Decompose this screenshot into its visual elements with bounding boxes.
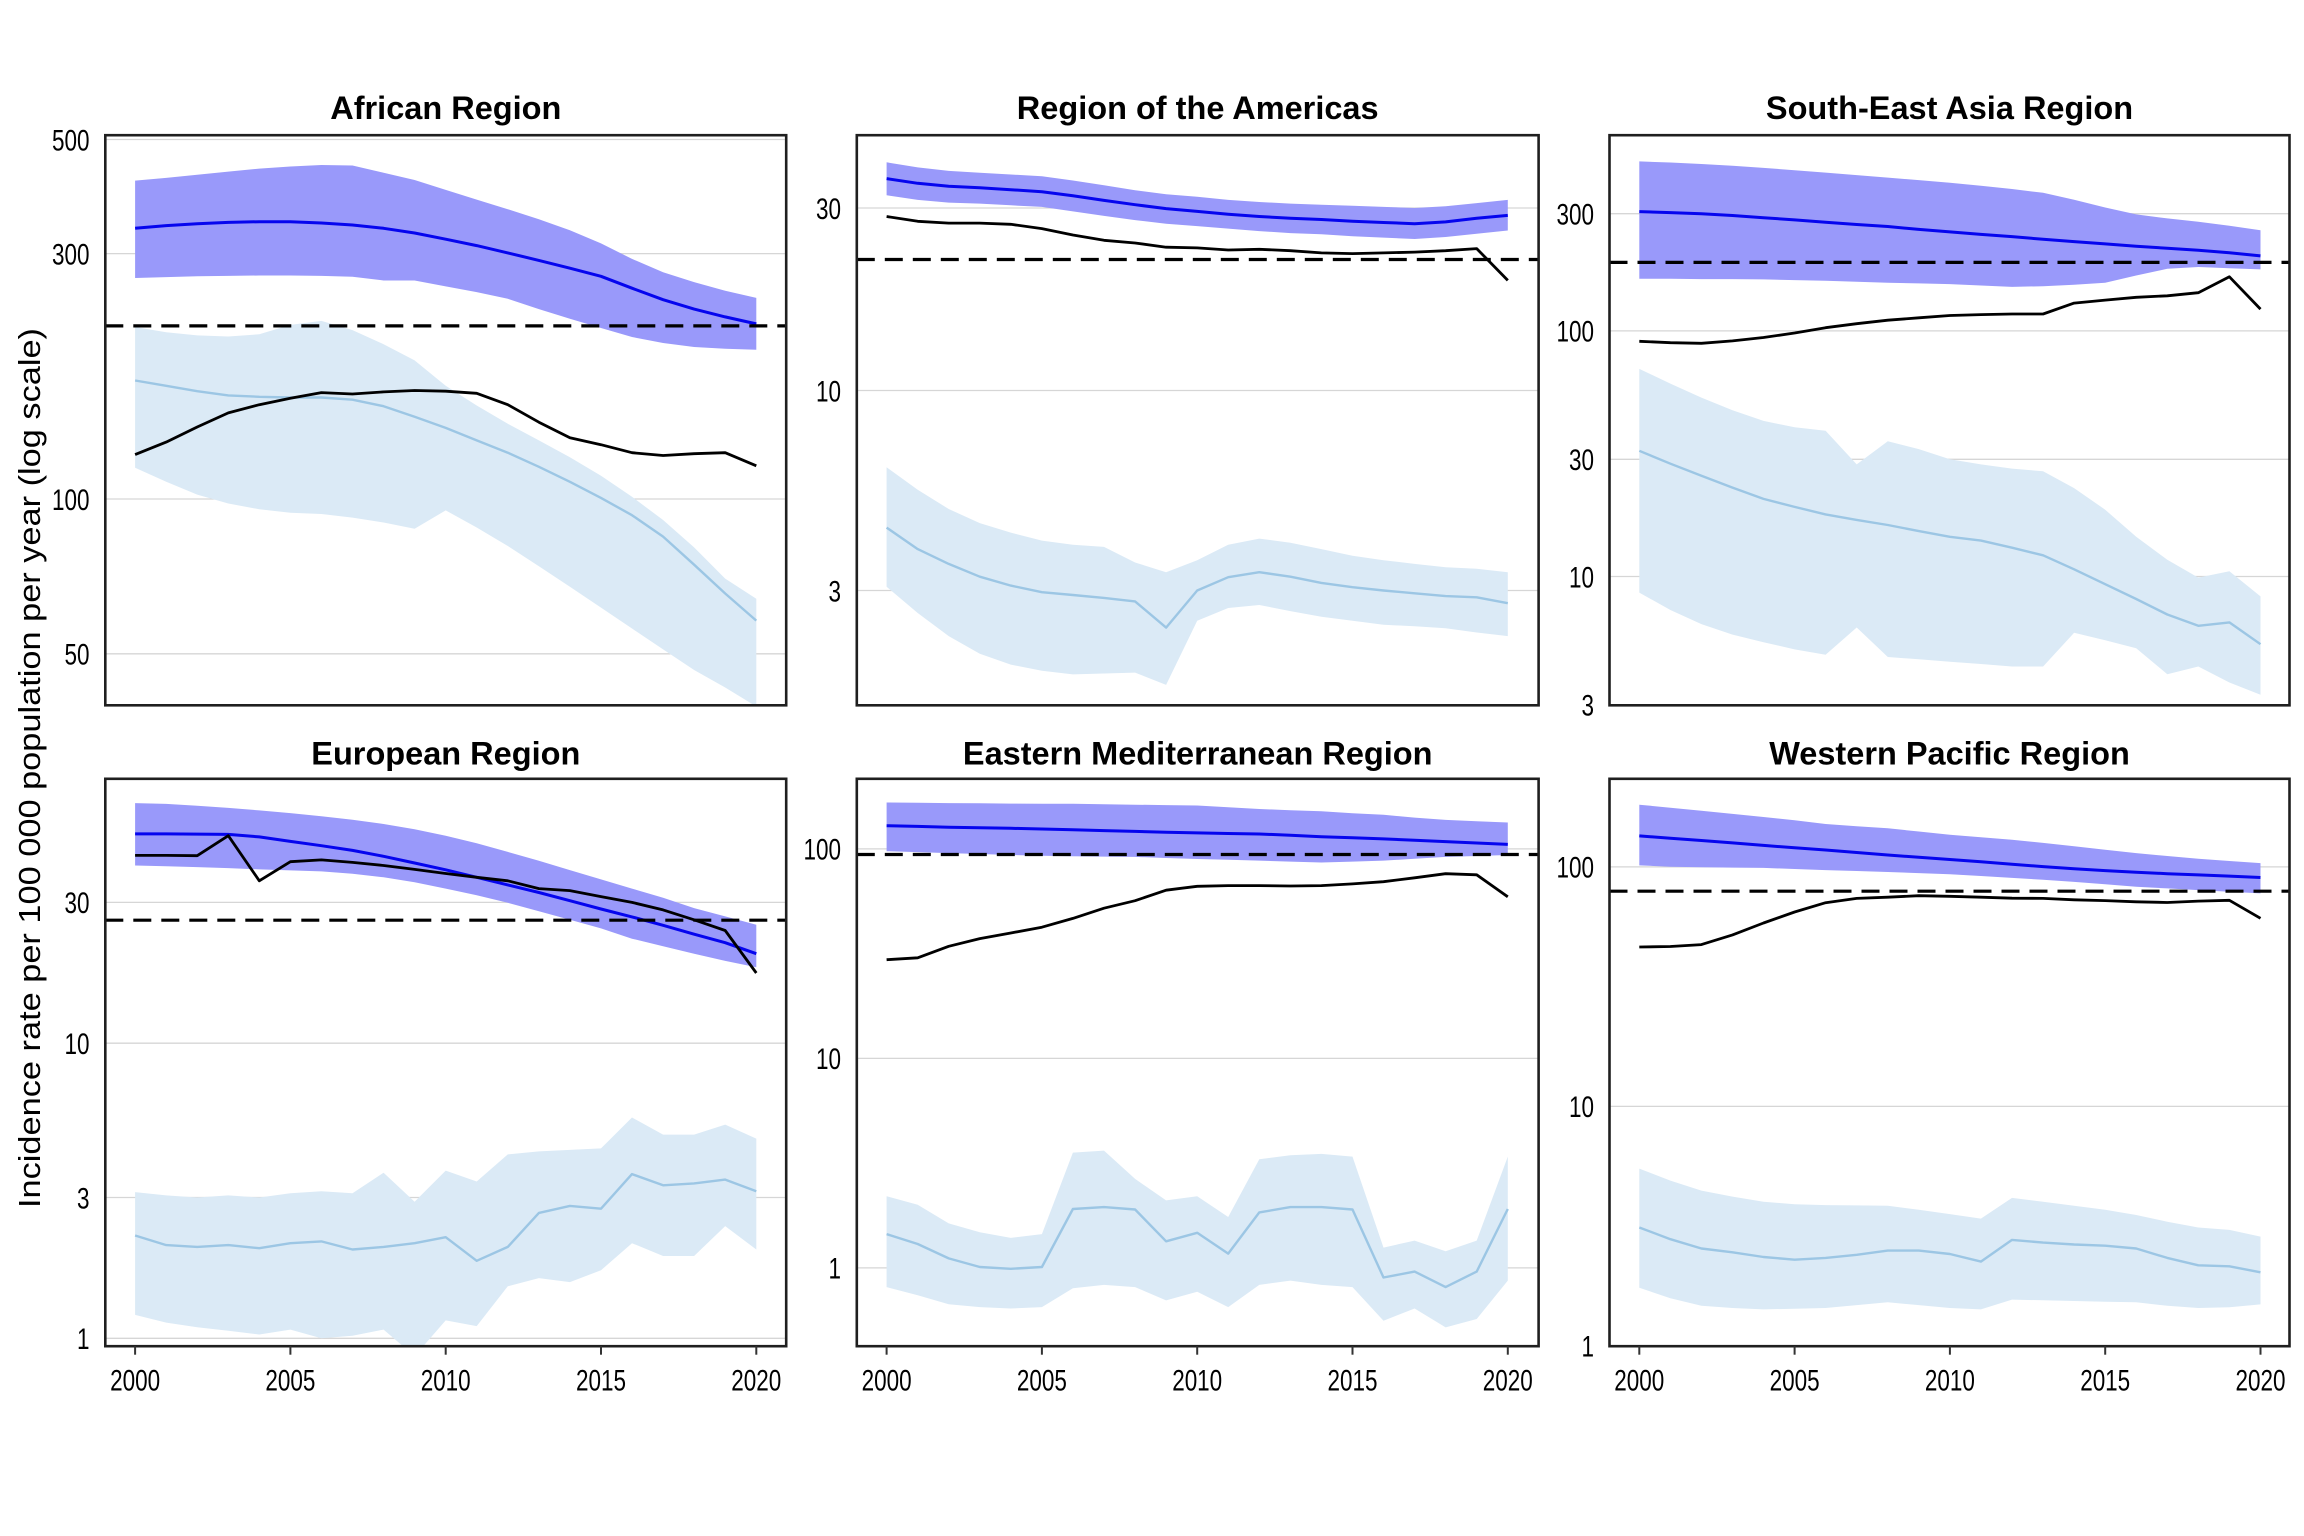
svg-text:3: 3 (77, 1182, 90, 1215)
svg-text:100: 100 (804, 834, 842, 867)
svg-text:50: 50 (65, 639, 90, 672)
svg-text:30: 30 (1569, 444, 1594, 477)
svg-text:10: 10 (1569, 1091, 1594, 1124)
svg-text:2005: 2005 (1770, 1365, 1820, 1398)
svg-text:10: 10 (816, 375, 841, 408)
svg-text:2020: 2020 (2236, 1365, 2286, 1398)
svg-text:African Region: African Region (330, 90, 561, 126)
svg-text:100: 100 (1557, 852, 1595, 885)
svg-text:100: 100 (1557, 316, 1595, 349)
svg-text:30: 30 (816, 193, 841, 226)
svg-text:2020: 2020 (1483, 1365, 1533, 1398)
svg-text:3: 3 (1582, 690, 1595, 723)
svg-text:300: 300 (52, 238, 90, 271)
svg-text:South-East Asia Region: South-East Asia Region (1766, 90, 2133, 126)
svg-text:3: 3 (829, 575, 842, 608)
svg-text:10: 10 (65, 1028, 90, 1061)
svg-text:Region of the Americas: Region of the Americas (1017, 90, 1379, 126)
svg-text:2000: 2000 (110, 1365, 160, 1398)
svg-text:100: 100 (52, 484, 90, 517)
svg-text:10: 10 (816, 1043, 841, 1076)
svg-text:1: 1 (829, 1253, 842, 1286)
svg-text:2000: 2000 (1614, 1365, 1664, 1398)
svg-text:Western Pacific Region: Western Pacific Region (1769, 736, 2130, 772)
svg-text:500: 500 (52, 124, 90, 157)
svg-text:European Region: European Region (311, 736, 580, 772)
svg-text:2015: 2015 (2080, 1365, 2130, 1398)
svg-text:Eastern Mediterranean Region: Eastern Mediterranean Region (963, 736, 1433, 772)
svg-text:2015: 2015 (1328, 1365, 1378, 1398)
svg-text:2010: 2010 (1925, 1365, 1975, 1398)
svg-text:2010: 2010 (421, 1365, 471, 1398)
svg-text:2000: 2000 (862, 1365, 912, 1398)
svg-text:2010: 2010 (1172, 1365, 1222, 1398)
svg-text:2015: 2015 (576, 1365, 626, 1398)
svg-text:30: 30 (65, 887, 90, 920)
svg-text:2005: 2005 (265, 1365, 315, 1398)
svg-text:Incidence rate per 100 000 pop: Incidence rate per 100 000 population pe… (12, 328, 47, 1208)
svg-text:2020: 2020 (731, 1365, 781, 1398)
svg-text:1: 1 (77, 1323, 90, 1356)
svg-text:300: 300 (1557, 199, 1595, 232)
svg-text:1: 1 (1582, 1331, 1595, 1364)
svg-text:2005: 2005 (1017, 1365, 1067, 1398)
svg-text:10: 10 (1569, 561, 1594, 594)
